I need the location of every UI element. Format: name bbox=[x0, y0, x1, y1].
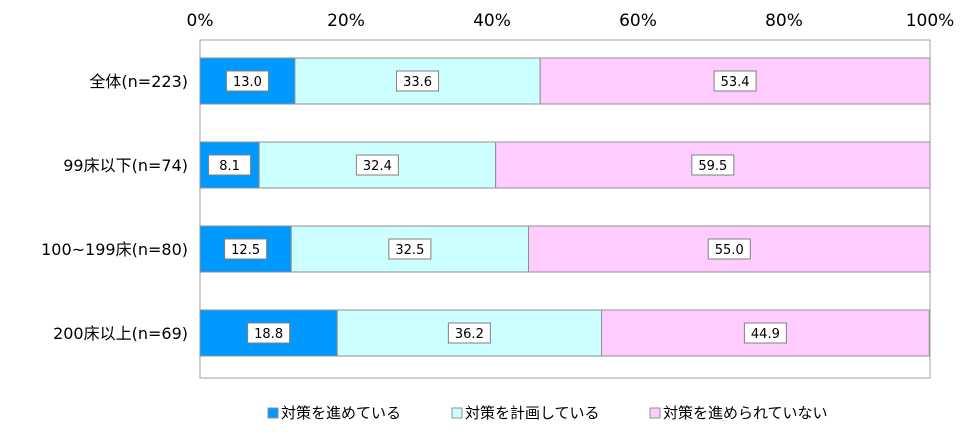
data-label-box bbox=[447, 322, 491, 344]
data-label-box bbox=[743, 322, 787, 344]
x-tick-label: 0% bbox=[187, 11, 214, 31]
data-label-box bbox=[707, 238, 751, 260]
data-label: 18.8 bbox=[254, 327, 283, 342]
legend-swatch bbox=[267, 407, 279, 419]
legend: 対策を進めている 対策を計画している 対策を進められていない bbox=[267, 404, 828, 422]
data-label-box bbox=[691, 154, 735, 176]
x-tick-label: 40% bbox=[473, 11, 511, 31]
legend-label: 対策を進めている bbox=[281, 404, 401, 422]
data-label-box bbox=[388, 238, 432, 260]
data-label: 12.5 bbox=[231, 243, 260, 258]
data-label-box bbox=[713, 70, 757, 92]
data-label: 33.6 bbox=[403, 75, 432, 90]
category-label: 200床以上(n=69) bbox=[53, 324, 188, 343]
data-label-box bbox=[355, 154, 399, 176]
legend-swatch bbox=[649, 407, 661, 419]
legend-label: 対策を計画している bbox=[465, 404, 600, 422]
data-label: 32.4 bbox=[363, 159, 392, 174]
data-label: 36.2 bbox=[455, 327, 484, 342]
data-label-box bbox=[208, 154, 252, 176]
data-label: 44.9 bbox=[751, 327, 780, 342]
data-label-box bbox=[396, 70, 440, 92]
data-label: 13.0 bbox=[233, 75, 262, 90]
data-label-box bbox=[225, 70, 269, 92]
bars: 13.0 33.6 53.4 8.1 32.4 59.5 12.5 32.5 55.0 18.8 3… bbox=[199, 57, 931, 357]
data-label-box bbox=[224, 238, 268, 260]
x-tick-label: 20% bbox=[327, 11, 365, 31]
data-label: 32.5 bbox=[395, 243, 424, 258]
data-label: 55.0 bbox=[715, 243, 744, 258]
x-tick-label: 100% bbox=[906, 11, 955, 31]
x-tick-label: 60% bbox=[619, 11, 657, 31]
data-label: 53.4 bbox=[721, 75, 750, 90]
category-label: 99床以下(n=74) bbox=[63, 156, 188, 175]
category-labels: 全体(n=223) 99床以下(n=74) 100~199床(n=80) 200床以上… bbox=[41, 72, 188, 343]
x-tick-label: 80% bbox=[765, 11, 803, 31]
data-label: 8.1 bbox=[219, 159, 240, 174]
x-axis-ticks: 0% 20% 40% 60% 80% 100% bbox=[187, 11, 955, 31]
legend-swatch bbox=[451, 407, 463, 419]
legend-label: 対策を進められていない bbox=[663, 404, 828, 422]
category-label: 100~199床(n=80) bbox=[41, 240, 188, 259]
data-label-box bbox=[247, 322, 291, 344]
data-label: 59.5 bbox=[698, 159, 727, 174]
category-label: 全体(n=223) bbox=[89, 72, 188, 91]
